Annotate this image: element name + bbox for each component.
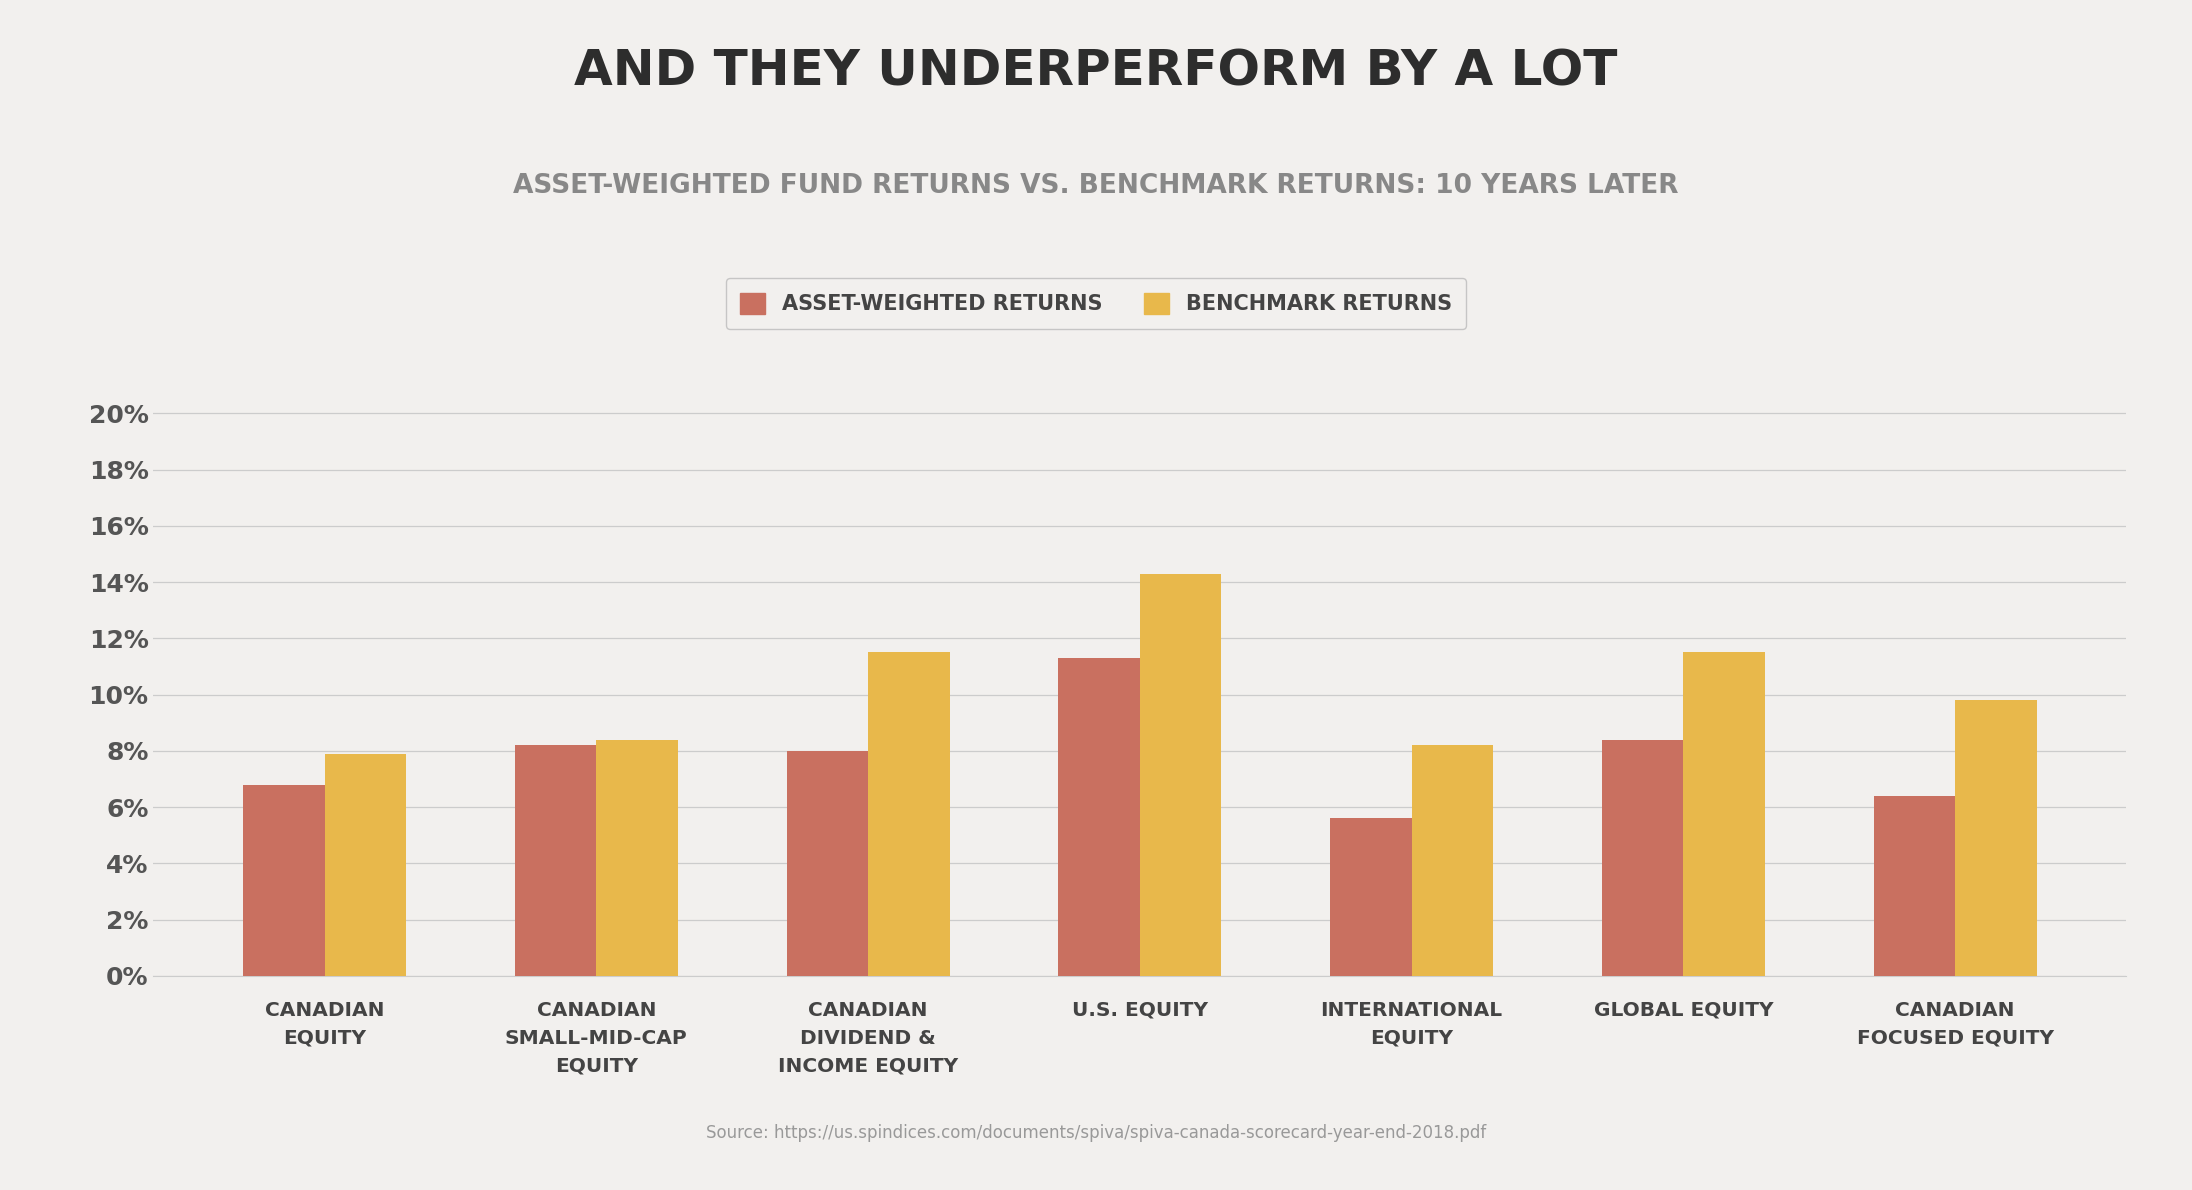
Bar: [1955, 700, 2036, 976]
Bar: [1331, 819, 1412, 976]
Bar: [1412, 745, 1493, 976]
Bar: [1602, 739, 1683, 976]
Bar: [243, 784, 324, 976]
Text: ASSET-WEIGHTED FUND RETURNS VS. BENCHMARK RETURNS: 10 YEARS LATER: ASSET-WEIGHTED FUND RETURNS VS. BENCHMAR…: [513, 173, 1679, 199]
Bar: [324, 753, 406, 976]
Bar: [1683, 652, 1765, 976]
Bar: [1059, 658, 1140, 976]
Bar: [1140, 574, 1221, 976]
Bar: [1874, 796, 1955, 976]
Legend: ASSET-WEIGHTED RETURNS, BENCHMARK RETURNS: ASSET-WEIGHTED RETURNS, BENCHMARK RETURN…: [726, 278, 1466, 330]
Bar: [868, 652, 949, 976]
Bar: [787, 751, 868, 976]
Bar: [596, 739, 677, 976]
Text: Source: https://us.spindices.com/documents/spiva/spiva-canada-scorecard-year-end: Source: https://us.spindices.com/documen…: [706, 1125, 1486, 1142]
Bar: [515, 745, 596, 976]
Text: AND THEY UNDERPERFORM BY A LOT: AND THEY UNDERPERFORM BY A LOT: [574, 48, 1618, 95]
